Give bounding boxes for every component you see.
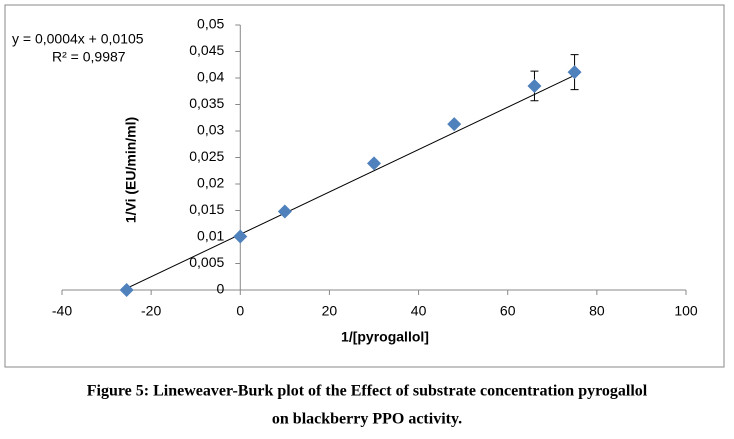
x-tick-label: -20	[141, 303, 161, 319]
point	[277, 204, 292, 219]
x-tick-label: 0	[236, 303, 244, 319]
y-tick-label: 0,035	[189, 95, 224, 111]
x-tick-label: 40	[411, 303, 427, 319]
point	[447, 117, 462, 132]
x-tick-label: 60	[500, 303, 516, 319]
y-tick-label: 0,01	[197, 228, 224, 244]
x-tick-label: -40	[52, 303, 72, 319]
point	[119, 283, 134, 297]
point	[367, 156, 381, 171]
y-tick-label: 0,015	[189, 201, 224, 217]
chart-frame	[4, 4, 725, 368]
point	[233, 229, 248, 244]
y-tick-label: 0	[216, 281, 224, 297]
x-axis-label: 1/[pyrogallol]	[341, 329, 429, 345]
y-axis-label: 1/Vi (EU/min/ml)	[123, 117, 139, 223]
point	[567, 65, 582, 80]
y-tick-label: 0,005	[189, 254, 224, 270]
x-tick-label: 100	[674, 303, 698, 319]
y-tick-label: 0,05	[197, 16, 224, 32]
point	[527, 78, 542, 93]
y-tick-label: 0,025	[189, 148, 224, 164]
y-tick-label: 0,03	[197, 122, 224, 138]
y-tick-label: 0,02	[197, 175, 224, 191]
caption: on blackberry PPO activity.	[272, 411, 462, 428]
caption: Figure 5: Lineweaver-Burk plot of the Ef…	[87, 383, 648, 400]
trend-equation: y = 0,0004x + 0,0105	[12, 31, 144, 47]
trend-r2: R² = 0,9987	[52, 49, 126, 65]
trendline	[126, 74, 575, 289]
x-tick-label: 20	[322, 303, 338, 319]
y-tick-label: 0,04	[197, 69, 224, 85]
x-tick-label: 80	[589, 303, 605, 319]
y-tick-label: 0,045	[189, 42, 224, 58]
